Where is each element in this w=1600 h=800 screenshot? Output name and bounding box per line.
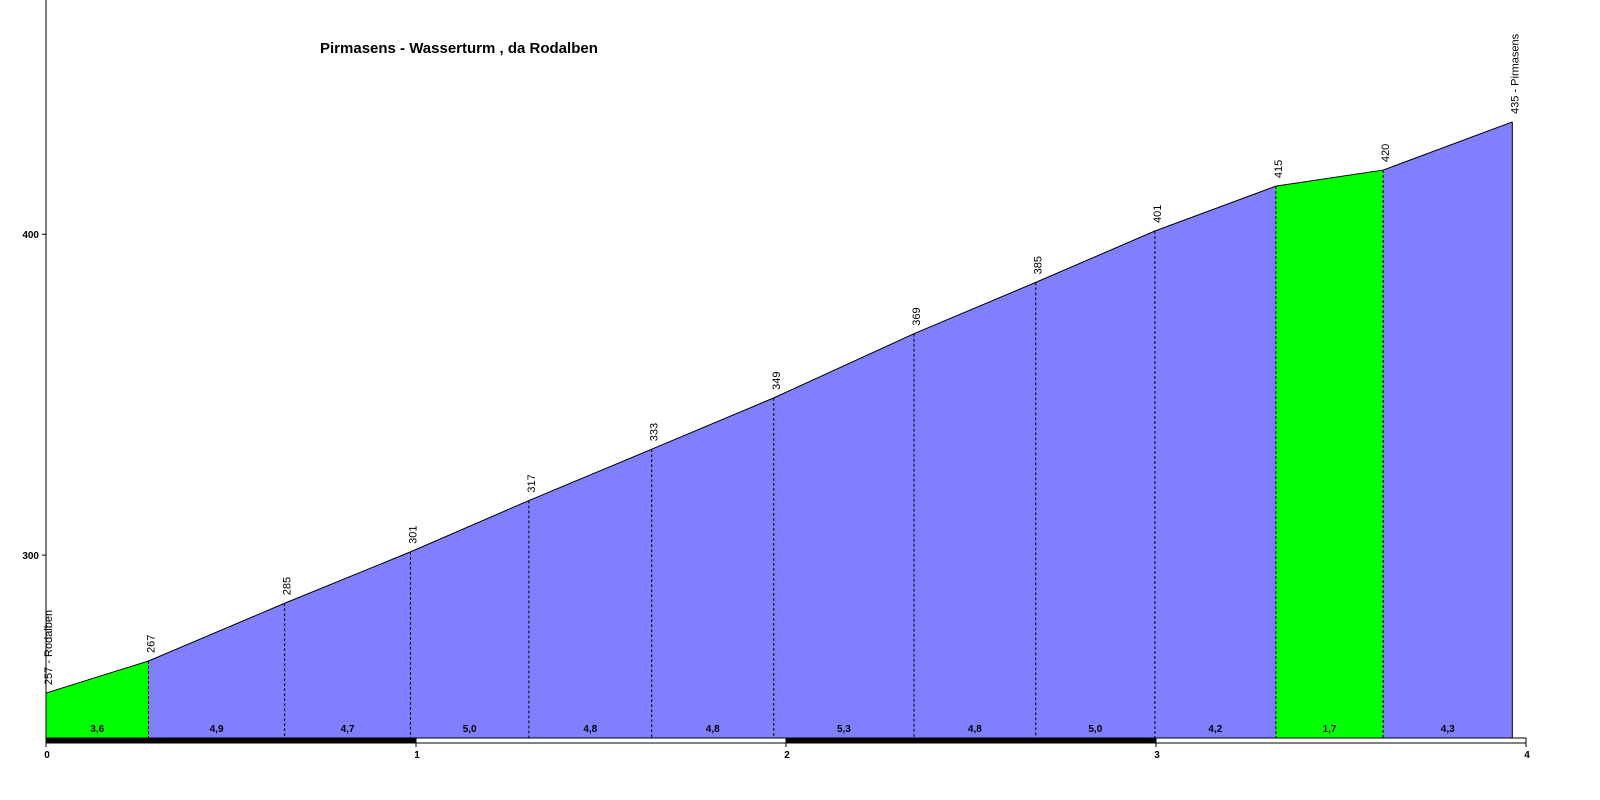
profile-segment [651, 397, 774, 738]
elevation-label: 301 [407, 526, 419, 544]
chart-labels: 3,6 4,9 4,7 5,0 4,8 4,8 5,3 4,8 5,0 4,2 1,7 4,3 300 4… [22, 33, 1530, 761]
profile-segment [773, 333, 915, 738]
distance-scale-bar [45, 737, 1527, 744]
y-tick-label: 300 [22, 551, 39, 562]
profile-segment [528, 449, 652, 738]
elevation-label: 415 [1273, 160, 1285, 178]
profile-segment [1035, 231, 1155, 738]
profile-segment [46, 660, 149, 738]
profile-segment [410, 500, 529, 738]
elevation-label: 267 [145, 635, 157, 653]
chart-title: Pirmasens - Wasserturm , da Rodalben [320, 40, 598, 57]
scale-bar-block [45, 737, 417, 744]
gradient-label: 5,0 [1088, 724, 1102, 735]
gradient-label: 4,2 [1208, 724, 1222, 735]
elevation-label: 420 [1380, 144, 1392, 162]
elevation-label: 349 [771, 372, 783, 390]
scale-bar-block [1155, 737, 1527, 744]
gradient-label: 4,8 [968, 724, 982, 735]
y-tick-label: 400 [22, 230, 39, 241]
scale-bar-block [785, 737, 1157, 744]
x-tick-label: 1 [414, 750, 420, 761]
elevation-label: 435 - Pirmasens [1509, 33, 1521, 114]
segment-dividers [147, 121, 1513, 738]
profile-segment [284, 551, 411, 738]
x-tick-label: 0 [44, 750, 50, 761]
profile-segment [1154, 186, 1276, 738]
profile-segments [46, 121, 1513, 739]
gradient-label: 4,7 [341, 724, 355, 735]
elevation-label: 285 [282, 577, 294, 595]
profile-segment [914, 282, 1036, 738]
elevation-label: 401 [1152, 205, 1164, 223]
profile-outline [45, 121, 1513, 694]
gradient-label: 4,8 [583, 724, 597, 735]
scale-bar-block [415, 737, 787, 744]
elevation-label: 385 [1033, 256, 1045, 274]
profile-segment [1275, 170, 1384, 739]
elevation-label: 333 [649, 423, 661, 441]
x-tick-label: 3 [1154, 750, 1160, 761]
gradient-label: 5,0 [463, 724, 477, 735]
elevation-label: 257 - Rodalben [43, 610, 55, 685]
gradient-label: 4,8 [706, 724, 720, 735]
gradient-label: 1,7 [1323, 724, 1337, 735]
x-tick-label: 4 [1524, 750, 1530, 761]
elevation-label: 369 [911, 307, 923, 325]
profile-segment [148, 603, 285, 738]
gradient-label: 3,6 [90, 724, 104, 735]
x-tick-label: 2 [784, 750, 790, 761]
gradient-label: 4,9 [210, 724, 224, 735]
gradient-label: 4,3 [1441, 724, 1455, 735]
elevation-label: 317 [526, 474, 538, 492]
profile-segment [1383, 121, 1513, 739]
gradient-label: 5,3 [837, 724, 851, 735]
